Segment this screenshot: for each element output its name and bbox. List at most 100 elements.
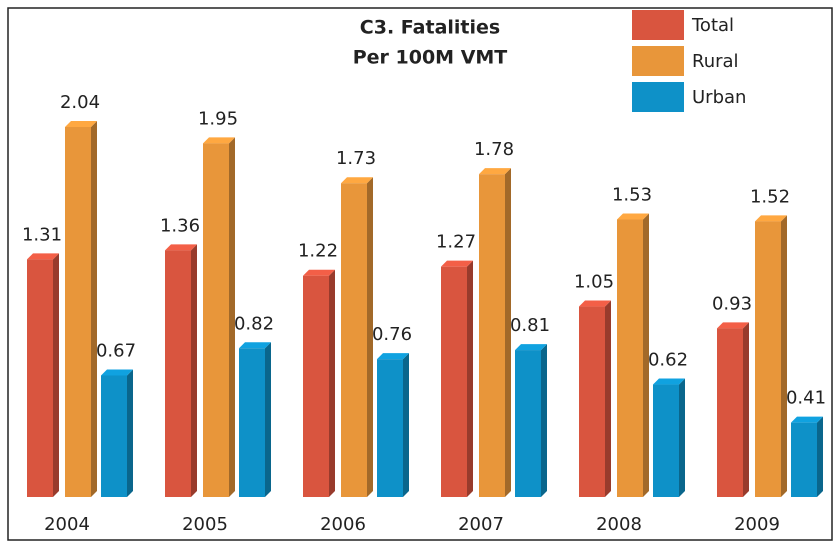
- bar-top: [479, 168, 511, 175]
- legend-label: Total: [691, 15, 734, 36]
- data-label: 1.36: [160, 215, 200, 236]
- bar-front: [755, 221, 781, 497]
- bar-front: [303, 275, 329, 497]
- data-label: 1.27: [436, 232, 476, 253]
- bar-front: [791, 422, 817, 497]
- x-tick-label: 2006: [320, 514, 366, 535]
- bar-top: [239, 342, 271, 349]
- data-label: 0.81: [510, 315, 550, 336]
- bar-top: [617, 213, 649, 220]
- data-label: 1.31: [22, 224, 62, 245]
- x-tick-label: 2008: [596, 514, 642, 535]
- data-label: 0.93: [712, 293, 752, 314]
- bar-top: [515, 344, 547, 351]
- bar-side: [265, 342, 271, 497]
- data-label: 1.73: [336, 148, 376, 169]
- bar-top: [65, 121, 97, 127]
- legend-swatch: [632, 82, 684, 112]
- bar-top: [441, 260, 473, 267]
- bar-front: [717, 328, 743, 497]
- bar-front: [479, 174, 505, 497]
- data-label: 2.04: [60, 92, 100, 113]
- bar: [617, 213, 649, 497]
- data-label: 1.52: [750, 186, 790, 207]
- legend-label: Rural: [692, 51, 739, 72]
- bar-top: [203, 137, 235, 144]
- bar-top: [101, 369, 133, 376]
- bar-side: [679, 378, 685, 497]
- bar-side: [781, 215, 787, 497]
- bar-side: [127, 369, 133, 497]
- bar-front: [239, 348, 265, 497]
- bar: [377, 353, 409, 497]
- bar: [203, 137, 235, 497]
- bar: [101, 369, 133, 497]
- legend-swatch: [632, 46, 684, 76]
- bar-side: [467, 260, 473, 497]
- bar-side: [817, 416, 823, 497]
- legend-label: Urban: [692, 87, 746, 108]
- bar-side: [91, 121, 97, 497]
- bar: [341, 177, 373, 497]
- bar-front: [101, 375, 127, 497]
- data-label: 1.78: [474, 139, 514, 160]
- bar: [653, 378, 685, 497]
- bar: [441, 260, 473, 497]
- data-label: 0.41: [786, 388, 826, 409]
- bar: [755, 215, 787, 497]
- bar-front: [441, 266, 467, 497]
- x-tick-label: 2009: [734, 514, 780, 535]
- bar-front: [617, 219, 643, 497]
- bar: [717, 322, 749, 497]
- bar-top: [791, 416, 823, 423]
- x-tick-label: 2005: [182, 514, 228, 535]
- bar-top: [303, 269, 335, 276]
- bar: [791, 416, 823, 497]
- bar-top: [717, 322, 749, 329]
- data-label: 0.76: [372, 324, 412, 345]
- bar-front: [65, 127, 91, 497]
- x-tick-label: 2007: [458, 514, 504, 535]
- frame: [7, 7, 833, 541]
- bar: [479, 168, 511, 497]
- bar: [579, 300, 611, 497]
- bar-top: [27, 253, 59, 260]
- bar-side: [191, 244, 197, 497]
- data-label: 0.67: [96, 340, 136, 361]
- bar-side: [605, 300, 611, 497]
- bar: [239, 342, 271, 497]
- bar-front: [27, 259, 53, 497]
- bar-front: [653, 384, 679, 497]
- bar-side: [403, 353, 409, 497]
- data-label: 1.05: [574, 272, 614, 293]
- bar-front: [165, 250, 191, 497]
- bar-front: [203, 143, 229, 497]
- bar: [303, 269, 335, 497]
- bar-side: [743, 322, 749, 497]
- bar-side: [229, 137, 235, 497]
- bar-side: [329, 269, 335, 497]
- chart-title: C3. Fatalities: [360, 17, 500, 39]
- bar-top: [755, 215, 787, 222]
- bar: [515, 344, 547, 497]
- data-label: 1.22: [298, 241, 338, 262]
- bar-top: [579, 300, 611, 307]
- bar-front: [515, 350, 541, 497]
- chart-subtitle: Per 100M VMT: [353, 47, 508, 69]
- data-label: 0.82: [234, 313, 274, 334]
- bar-front: [341, 183, 367, 497]
- bar-front: [377, 359, 403, 497]
- bar: [65, 121, 97, 497]
- bar: [165, 244, 197, 497]
- bar-side: [505, 168, 511, 497]
- bar-side: [541, 344, 547, 497]
- x-tick-label: 2004: [44, 514, 90, 535]
- bar-side: [53, 253, 59, 497]
- data-label: 1.95: [198, 108, 238, 129]
- bar-top: [377, 353, 409, 360]
- bar-top: [653, 378, 685, 385]
- bar-front: [579, 306, 605, 497]
- legend-swatch: [632, 10, 684, 40]
